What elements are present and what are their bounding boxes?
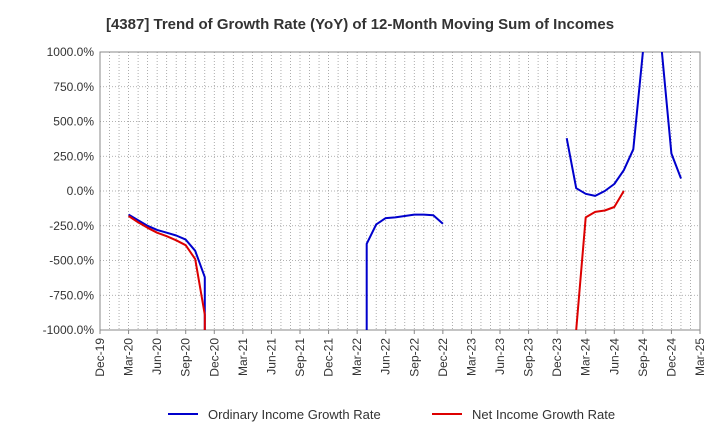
- series-1-segment: [128, 215, 206, 330]
- grid-layer: [100, 51, 700, 331]
- plot-frame: [99, 51, 701, 331]
- x-tick-label: Sep-22: [407, 338, 421, 377]
- x-tick-label: Jun-23: [493, 338, 507, 375]
- series-0-segment: [365, 213, 444, 330]
- x-tick-label: Dec-24: [664, 338, 678, 377]
- y-tick-label: 0.0%: [67, 184, 95, 198]
- chart-title: [4387] Trend of Growth Rate (YoY) of 12-…: [105, 16, 615, 33]
- y-tick-label: 500.0%: [53, 115, 94, 129]
- x-tick-label: Mar-25: [693, 338, 707, 376]
- x-tick-label: Dec-20: [207, 338, 221, 377]
- x-tick-label: Jun-22: [379, 338, 393, 375]
- x-tick-label: Mar-23: [464, 338, 478, 376]
- x-tick-label: Sep-23: [522, 338, 536, 377]
- x-tick-label: Jun-21: [264, 338, 278, 375]
- series-0-segment: [128, 213, 206, 330]
- axis-layer: 1000.0% 750.0% 500.0% 250.0% 0.0% -250.0% -500…: [43, 45, 707, 377]
- x-tick-label: Jun-20: [150, 338, 164, 375]
- x-tick-label: Dec-21: [322, 338, 336, 377]
- y-tick-label: -750.0%: [49, 288, 94, 302]
- y-tick-label: 1000.0%: [47, 45, 95, 59]
- x-tick-label: Sep-20: [179, 338, 193, 377]
- series-0-segment: [660, 52, 682, 179]
- series-0-line: [128, 52, 682, 330]
- y-tick-label: -250.0%: [49, 219, 94, 233]
- series-0-segment: [565, 52, 644, 197]
- x-tick-label: Mar-24: [579, 338, 593, 376]
- x-tick-label: Mar-20: [122, 338, 136, 376]
- x-tick-label: Sep-24: [636, 338, 650, 377]
- y-tick-label: 750.0%: [53, 80, 94, 94]
- legend-layer: Ordinary Income Growth Rate Net Income Gr…: [168, 407, 615, 422]
- x-tick-label: Dec-22: [436, 338, 450, 377]
- y-tick-label: -500.0%: [49, 254, 94, 268]
- x-tick-label: Dec-19: [93, 338, 107, 377]
- legend-label-0: Ordinary Income Growth Rate: [208, 407, 381, 422]
- legend-label-1: Net Income Growth Rate: [472, 407, 615, 422]
- x-tick-label: Mar-22: [350, 338, 364, 376]
- x-tick-label: Jun-24: [607, 338, 621, 375]
- x-tick-label: Mar-21: [236, 338, 250, 376]
- y-tick-label: -1000.0%: [43, 323, 95, 337]
- series-1-segment: [575, 190, 625, 330]
- x-tick-label: Dec-23: [550, 338, 564, 377]
- series-layer: [128, 52, 682, 330]
- x-tick-label: Sep-21: [293, 338, 307, 377]
- y-tick-label: 250.0%: [53, 149, 94, 163]
- series-1-line: [128, 190, 625, 330]
